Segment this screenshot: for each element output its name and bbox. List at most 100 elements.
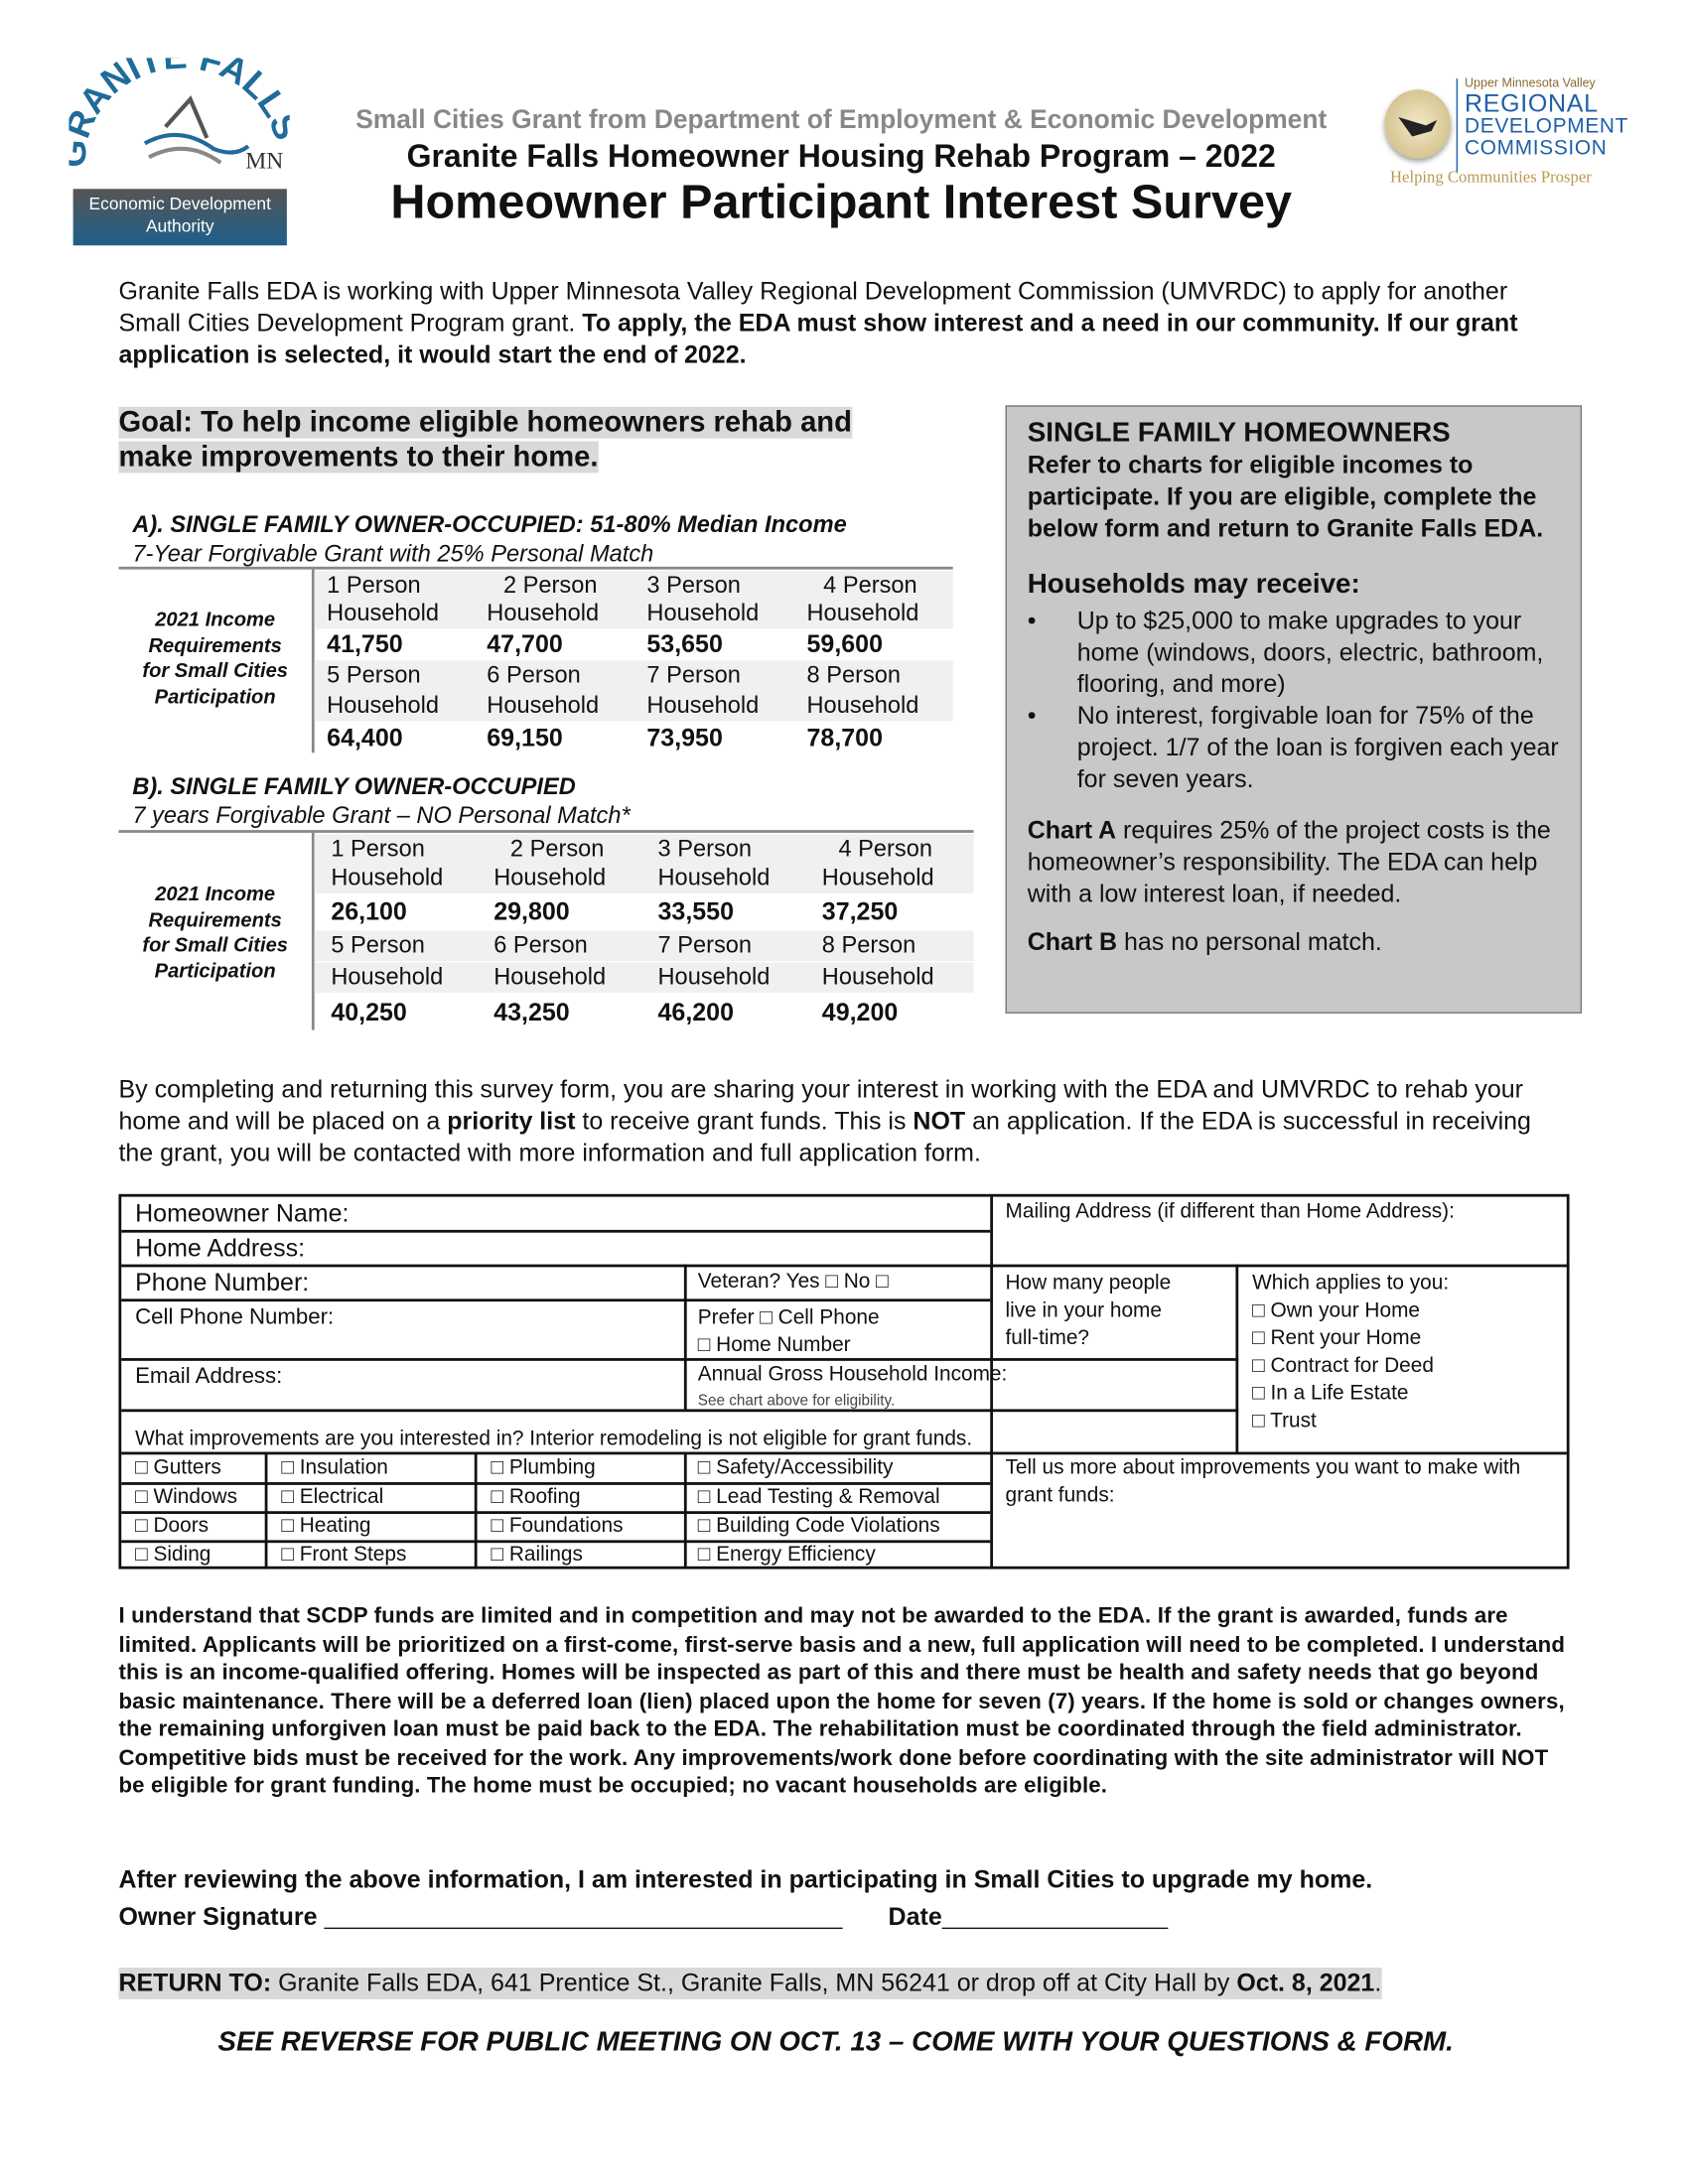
improvement-checkbox[interactable]: □ Siding (135, 1543, 211, 1567)
household-size: 6 Person (493, 931, 588, 959)
tell-us-more-field[interactable]: Tell us more about improvements you want… (1005, 1455, 1521, 1508)
improvement-checkbox[interactable]: □ Doors (135, 1514, 210, 1538)
improvement-checkbox[interactable]: □ Heating (281, 1514, 371, 1538)
mailing-address-field[interactable]: Mailing Address (if different than Home … (1005, 1199, 1455, 1223)
income-limit: 64,400 (327, 724, 403, 751)
improvement-checkbox[interactable]: □ Building Code Violations (697, 1514, 940, 1538)
household-size: 8 Person (821, 931, 916, 959)
label-line: Requirements (148, 634, 282, 657)
goose-emblem-icon (1384, 89, 1452, 159)
improvement-checkbox[interactable]: □ Plumbing (491, 1455, 596, 1480)
label-line: for Small Cities (142, 660, 288, 683)
income-field[interactable]: Annual Gross Household Income: (697, 1362, 1008, 1386)
improvement-checkbox[interactable]: □ Front Steps (281, 1543, 407, 1567)
household-size: 1 Person (327, 572, 421, 599)
income-limit: 33,550 (657, 897, 734, 925)
priority-list: priority list (447, 1107, 576, 1136)
chart-a-note-para: Chart A requires 25% of the project cost… (1028, 815, 1560, 910)
interest-form: Homeowner Name: Home Address: Mailing Ad… (118, 1193, 1570, 1570)
household-label: Household (487, 600, 600, 626)
svg-text:MN: MN (245, 148, 283, 174)
contract-deed-checkbox[interactable]: □ Contract for Deed (1252, 1353, 1434, 1378)
household-size: 4 Person (838, 835, 932, 863)
intro-bold: To apply, the EDA must show interest and… (118, 309, 1518, 368)
chart-b-table: 2021 Income Requirements for Small Cities P… (118, 830, 974, 1030)
improvements-label: What improvements are you interested in?… (135, 1427, 973, 1451)
ownership-options: Which applies to you: □ Own your Home □ … (1252, 1270, 1449, 1435)
umvrdc-name: REGIONAL DEVELOPMENT COMMISSION (1465, 91, 1628, 160)
return-address: Granite Falls EDA, 641 Prentice St., Gra… (271, 1969, 1237, 1997)
household-size: 4 Person (823, 572, 917, 599)
eda-logo-line2: Authority (145, 216, 214, 236)
improvement-checkbox[interactable]: □ Safety/Accessibility (697, 1455, 894, 1480)
improvement-checkbox[interactable]: □ Gutters (135, 1455, 221, 1480)
size-row: 1 Person 2 Person 3 Person 4 Person (314, 834, 974, 865)
benefit-item: • No interest, forgivable loan for 75% of… (1027, 701, 1559, 793)
improvement-checkbox[interactable]: □ Electrical (281, 1484, 384, 1509)
chart-b-label: Chart B (1027, 927, 1118, 956)
chart-a-title: A). SINGLE FAMILY OWNER-OCCUPIED: (132, 511, 584, 538)
household-size-field[interactable]: How many people live in your home full-t… (1006, 1270, 1172, 1352)
household-size: 3 Person (646, 572, 741, 599)
improvement-checkbox[interactable]: □ Insulation (281, 1455, 388, 1480)
life-estate-checkbox[interactable]: □ In a Life Estate (1252, 1381, 1409, 1406)
own-home-checkbox[interactable]: □ Own your Home (1252, 1298, 1421, 1322)
income-limit: 46,200 (657, 998, 734, 1026)
improvement-checkbox[interactable]: □ Lead Testing & Removal (697, 1484, 940, 1509)
improvement-checkbox[interactable]: □ Roofing (491, 1484, 581, 1509)
signature-field[interactable] (324, 1904, 843, 1930)
program-title: Granite Falls Homeowner Housing Rehab Pr… (406, 137, 1276, 175)
sidebox-title: SINGLE FAMILY HOMEOWNERS (1027, 417, 1451, 449)
household-size: 7 Person (646, 661, 741, 689)
cell-phone-field[interactable]: Cell Phone Number: (135, 1305, 335, 1329)
size-row: 5 Person 6 Person 7 Person 8 Person (314, 930, 974, 962)
household-size: 6 Person (487, 661, 581, 689)
ownership-label: Which applies to you: (1252, 1271, 1450, 1296)
chart-a-label: Chart A (1027, 816, 1117, 845)
return-label: RETURN TO: (118, 1969, 272, 1997)
prefer-home-checkbox[interactable]: □ Home Number (697, 1333, 851, 1357)
label-line: 2021 Income (155, 609, 276, 632)
income-limit: 59,600 (806, 629, 883, 658)
trust-checkbox[interactable]: □ Trust (1252, 1409, 1317, 1433)
household-size: 5 Person (327, 661, 421, 689)
improvement-checkbox[interactable]: □ Foundations (491, 1514, 624, 1538)
page-title: Homeowner Participant Interest Survey (390, 175, 1293, 229)
improvement-checkbox[interactable]: □ Railings (491, 1543, 583, 1567)
divider (311, 832, 315, 1030)
improvement-checkbox[interactable]: □ Windows (135, 1484, 237, 1509)
chart-a-note: 51-80% Median Income (583, 511, 847, 538)
income-limit: 43,250 (493, 998, 570, 1026)
home-address-field[interactable]: Home Address: (135, 1234, 306, 1262)
income-note: See chart above for eligibility. (697, 1392, 896, 1410)
chart-b-subtitle: 7 years Forgivable Grant – NO Personal M… (132, 802, 631, 829)
not-label: NOT (913, 1107, 966, 1136)
granite-falls-logo-icon: GRANITE FALLS MN (52, 35, 308, 174)
size-row: 1 Person 2 Person 3 Person 4 Person (314, 571, 953, 602)
date-label: Date (888, 1902, 942, 1931)
umvrdc-l2: DEVELOPMENT (1465, 114, 1629, 138)
household-label: Household (493, 864, 607, 891)
improvement-checkbox[interactable]: □ Energy Efficiency (697, 1543, 876, 1567)
income-row: 40,250 43,250 46,200 49,200 (315, 997, 974, 1027)
umvrdc-logo: Upper Minnesota Valley REGIONAL DEVELOPM… (1379, 75, 1641, 193)
phone-number-field[interactable]: Phone Number: (135, 1268, 310, 1297)
income-limit: 37,250 (821, 897, 899, 925)
income-limit: 29,800 (493, 897, 570, 925)
email-field[interactable]: Email Address: (135, 1365, 283, 1389)
sidebox-may-receive: Households may receive: (1027, 569, 1360, 601)
income-limit: 26,100 (331, 897, 407, 925)
rent-home-checkbox[interactable]: □ Rent your Home (1252, 1326, 1422, 1350)
household-size: 2 Person (509, 835, 605, 863)
household-row: Household Household Household Household (314, 598, 953, 629)
label-line: 2021 Income (155, 884, 276, 906)
eda-logo-line1: Economic Development (88, 194, 271, 214)
date-field[interactable] (941, 1904, 1169, 1930)
household-row: Household Household Household Household (314, 863, 974, 894)
prefer-cell-checkbox[interactable]: Prefer □ Cell Phone (697, 1305, 880, 1329)
homeowner-name-field[interactable]: Homeowner Name: (135, 1199, 350, 1228)
income-limit: 41,750 (327, 629, 403, 658)
veteran-checkbox[interactable]: Veteran? Yes □ No □ (697, 1270, 889, 1294)
household-size: 1 Person (331, 835, 425, 863)
